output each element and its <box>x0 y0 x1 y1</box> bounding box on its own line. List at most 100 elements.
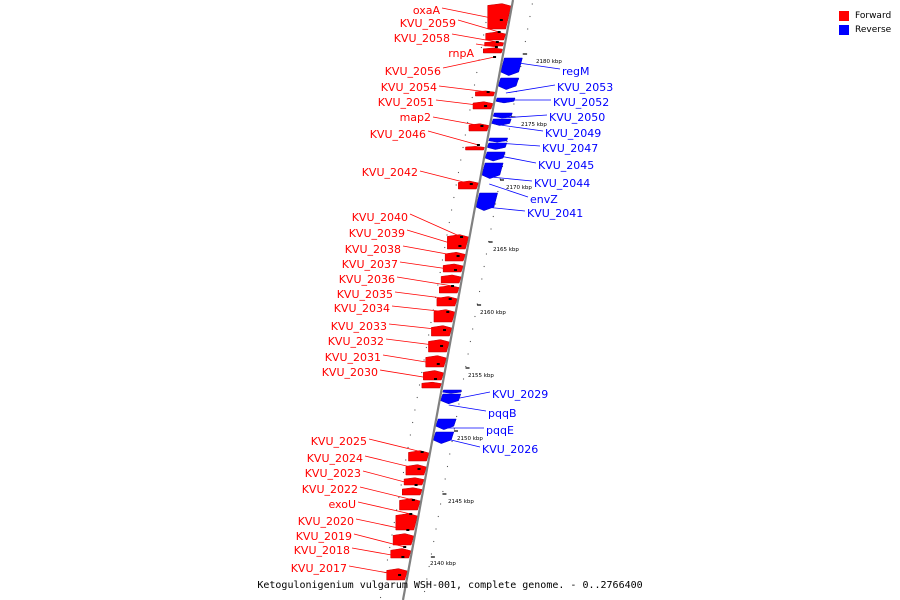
minor-tick-dot <box>442 490 444 493</box>
forward-gene-arrow-27 <box>392 533 415 546</box>
minor-tick-dot <box>469 340 471 343</box>
forward-gene-label-14: KVU_2036 <box>339 273 395 286</box>
forward-leader-line-18 <box>385 338 442 347</box>
minor-tick-dot <box>529 15 531 18</box>
reverse-leader-line-8 <box>489 183 529 198</box>
forward-gene-label-6: KVU_2051 <box>378 96 434 109</box>
minor-tick-dot <box>423 359 425 361</box>
tick-label-1: 2145 kbp <box>448 499 474 505</box>
reverse-gene-arrow-6 <box>486 142 508 150</box>
forward-gene-label-2: KVU_2058 <box>394 32 450 45</box>
tick-label-2: 2150 kbp <box>457 436 483 442</box>
minor-tick-dot <box>476 71 478 74</box>
legend: Forward Reverse <box>839 9 891 37</box>
forward-leader-line-12 <box>402 245 459 257</box>
forward-gene-label-26: KVU_2020 <box>298 515 354 528</box>
forward-leader-tick-0 <box>499 19 503 21</box>
forward-leader-line-11 <box>406 229 461 247</box>
forward-leader-tick-11 <box>458 245 462 247</box>
forward-gene-arrow-24 <box>402 487 423 496</box>
forward-leader-line-13 <box>399 261 456 271</box>
reverse-gene-label-12: pqqE <box>486 424 514 437</box>
minor-tick-dot <box>389 546 391 549</box>
reverse-gene-arrow-3 <box>492 112 513 119</box>
minor-tick-dot <box>441 259 444 261</box>
minor-tick-dot <box>425 346 427 349</box>
forward-gene-arrow-16 <box>431 325 453 337</box>
tick-label-6: 2170 kbp <box>506 185 532 191</box>
reverse-gene-label-0: regM <box>562 65 590 78</box>
minor-tick-dot <box>462 378 465 380</box>
forward-gene-arrow-13 <box>439 285 460 294</box>
minor-tick-dot <box>462 146 464 149</box>
reverse-gene-label-6: KVU_2045 <box>538 159 594 172</box>
forward-leader-line-3 <box>475 43 497 48</box>
minor-tick-dot <box>513 103 515 105</box>
forward-leader-tick-7 <box>480 125 484 127</box>
minor-tick-dot <box>407 446 409 449</box>
reverse-leader-line-0 <box>511 61 561 70</box>
reverse-gene-label-7: KVU_2044 <box>534 177 590 190</box>
minor-tick-dot <box>421 371 423 374</box>
forward-leader-tick-4 <box>493 56 497 58</box>
minor-tick-dot <box>426 578 428 580</box>
forward-leader-line-20 <box>379 369 436 380</box>
minor-tick-dot <box>520 65 522 68</box>
forward-gene-label-5: KVU_2054 <box>381 81 437 94</box>
reverse-gene-arrow-5 <box>488 137 509 143</box>
forward-gene-label-29: KVU_2017 <box>291 562 347 575</box>
reverse-gene-arrow-4 <box>491 118 512 126</box>
forward-leader-line-1 <box>457 19 500 33</box>
forward-gene-label-23: KVU_2023 <box>305 467 361 480</box>
minor-tick-dot <box>497 190 499 193</box>
minor-tick-dot <box>527 28 529 30</box>
minor-tick-dot <box>414 409 416 411</box>
forward-leader-line-25 <box>357 501 411 515</box>
forward-leader-tick-2 <box>495 41 499 43</box>
minor-tick-dot <box>428 565 430 568</box>
forward-gene-arrow-6 <box>468 123 490 132</box>
forward-leader-line-26 <box>355 518 408 531</box>
minor-tick-dot <box>416 396 418 399</box>
forward-leader-tick-27 <box>403 546 407 548</box>
forward-leader-tick-13 <box>454 269 457 271</box>
minor-tick-dot <box>467 121 469 124</box>
forward-leader-line-19 <box>382 354 439 365</box>
minor-ticks <box>379 3 533 599</box>
reverse-gene-label-1: KVU_2053 <box>557 81 613 94</box>
minor-tick-dot <box>446 234 448 236</box>
forward-gene-arrow-9 <box>447 234 469 250</box>
minor-tick-dot <box>485 21 487 24</box>
minor-tick-dot <box>490 228 492 230</box>
forward-leader-tick-20 <box>434 378 438 380</box>
forward-gene-label-22: KVU_2024 <box>307 452 363 465</box>
tick-label-0: 2140 kbp <box>430 561 456 567</box>
forward-leader-tick-21 <box>420 451 424 453</box>
reverse-gene-label-3: KVU_2050 <box>549 111 605 124</box>
minor-tick-dot <box>439 271 441 274</box>
forward-leader-line-29 <box>348 565 400 576</box>
minor-tick-dot <box>480 46 482 49</box>
forward-leader-tick-9 <box>469 183 473 185</box>
forward-leader-line-16 <box>391 305 448 313</box>
forward-gene-arrow-26 <box>395 513 418 531</box>
minor-tick-dot <box>472 328 474 330</box>
forward-leader-line-15 <box>394 291 451 300</box>
minor-tick-dot <box>483 34 485 36</box>
minor-tick-dot <box>476 303 478 305</box>
minor-tick-dot <box>428 334 430 336</box>
reverse-gene-label-5: KVU_2047 <box>542 142 598 155</box>
minor-tick-dot <box>400 484 402 486</box>
forward-leader-tick-19 <box>436 363 440 365</box>
reverse-gene-label-4: KVU_2049 <box>545 127 601 140</box>
minor-tick-dot <box>458 403 460 405</box>
forward-leader-line-28 <box>351 547 403 558</box>
minor-tick-dot <box>464 134 466 136</box>
minor-tick-dot <box>481 278 483 280</box>
legend-label-reverse: Reverse <box>855 25 892 35</box>
reverse-leader-line-9 <box>485 206 526 212</box>
reverse-leader-line-11 <box>448 404 487 412</box>
minor-tick-dot <box>451 209 453 211</box>
minor-tick-dot <box>440 503 442 505</box>
